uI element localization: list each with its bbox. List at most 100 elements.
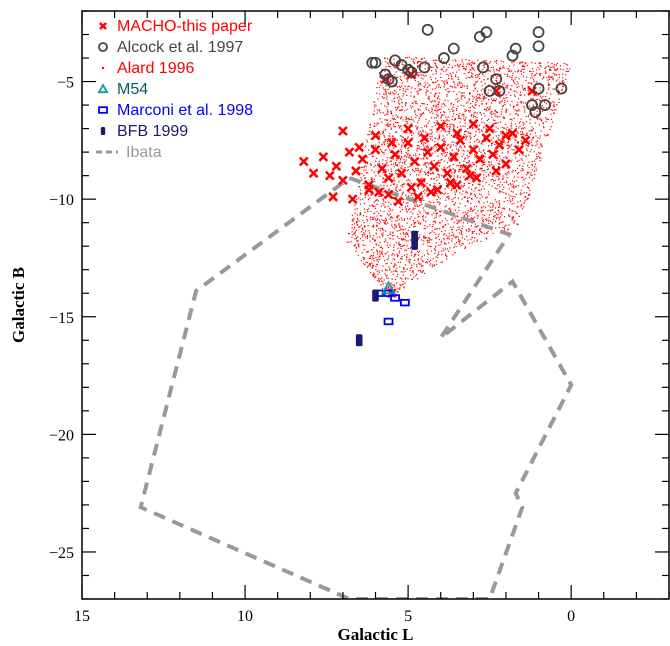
alard-point <box>370 210 372 213</box>
alard-point <box>429 84 431 86</box>
alard-point <box>386 98 388 100</box>
alard-point <box>509 215 511 218</box>
alard-point <box>501 191 503 193</box>
alard-point <box>435 137 437 139</box>
alard-point <box>526 149 528 152</box>
macho-this-paper-point <box>452 180 462 190</box>
alard-point <box>410 116 413 118</box>
alard-point <box>440 108 442 110</box>
alard-point <box>402 87 404 90</box>
alard-point <box>470 69 472 71</box>
alard-point <box>495 80 498 82</box>
alard-point <box>473 230 475 232</box>
alard-point <box>407 144 409 146</box>
alard-point <box>389 268 391 270</box>
alard-point <box>524 109 526 111</box>
alard-point <box>495 174 497 176</box>
alard-point <box>471 210 473 213</box>
alard-point <box>354 212 356 214</box>
alard-point <box>386 123 388 125</box>
alard-point <box>357 243 359 245</box>
alard-point <box>443 82 446 84</box>
alard-point <box>450 210 452 212</box>
alard-point <box>387 62 389 64</box>
alard-point <box>505 156 507 158</box>
alard-point <box>428 239 430 242</box>
alard-point <box>427 147 429 150</box>
alard-point <box>464 157 466 160</box>
alard-point <box>459 121 461 123</box>
alard-point <box>379 254 381 256</box>
alard-point <box>461 198 463 200</box>
alard-point <box>415 169 417 172</box>
alard-point <box>431 139 433 141</box>
alard-point <box>451 172 453 174</box>
alard-point <box>508 224 510 226</box>
alard-point <box>474 154 476 156</box>
alard-point <box>529 70 531 73</box>
alard-point <box>461 84 464 86</box>
alard-point <box>518 172 520 174</box>
alard-point <box>454 86 456 88</box>
alard-point <box>419 82 421 84</box>
alard-point <box>376 199 378 201</box>
alard-point <box>434 62 436 64</box>
alard-point <box>393 166 395 168</box>
alard-point <box>388 65 390 67</box>
alard-point <box>448 63 451 65</box>
alard-point <box>474 216 476 218</box>
alard-point <box>375 219 377 221</box>
alard-point <box>500 68 502 70</box>
alard-point <box>446 152 448 154</box>
alard-point <box>382 203 384 205</box>
alard-point <box>378 244 380 246</box>
alard-point <box>515 113 517 115</box>
alard-point <box>466 197 469 199</box>
alard-point <box>474 83 476 85</box>
alard-point <box>398 189 401 191</box>
alard-point <box>416 148 418 150</box>
alard-point <box>417 121 419 123</box>
alard-point <box>420 84 422 86</box>
alard-point <box>420 239 423 241</box>
alard-point <box>483 176 485 179</box>
alard-point <box>453 204 455 206</box>
alard-point <box>392 183 394 185</box>
alard-point <box>391 224 393 226</box>
alard-point <box>451 186 454 188</box>
alard-point <box>354 245 356 247</box>
alard-point <box>508 146 510 148</box>
alard-point <box>416 273 418 275</box>
alard-point <box>455 236 457 238</box>
alard-point <box>464 211 466 213</box>
alard-point <box>499 226 501 229</box>
alard-point <box>431 107 433 109</box>
alard-point <box>424 86 426 88</box>
alard-point <box>478 233 480 235</box>
alard-point <box>483 75 485 77</box>
alard-point <box>360 224 362 226</box>
alard-point <box>468 132 470 134</box>
alard-point <box>496 217 498 219</box>
alard-point <box>379 72 381 74</box>
alard-point <box>517 71 519 73</box>
alard-point <box>392 145 394 147</box>
alard-point <box>384 273 386 275</box>
alard-point <box>388 255 390 257</box>
alard-point <box>368 257 370 259</box>
alard-point <box>430 79 432 81</box>
alard-point <box>385 163 387 165</box>
alard-point <box>523 178 525 181</box>
alard-point <box>503 227 505 229</box>
alard-point <box>440 76 442 78</box>
alard-point <box>508 147 510 149</box>
alard-point <box>392 286 394 289</box>
alard-point <box>398 109 401 111</box>
alard-point <box>532 104 534 106</box>
alard-point <box>507 183 510 186</box>
alard-point <box>460 96 462 98</box>
alard-point <box>548 87 550 89</box>
alard-point <box>389 233 391 235</box>
alard-point <box>410 107 412 109</box>
alard-point <box>510 184 512 186</box>
